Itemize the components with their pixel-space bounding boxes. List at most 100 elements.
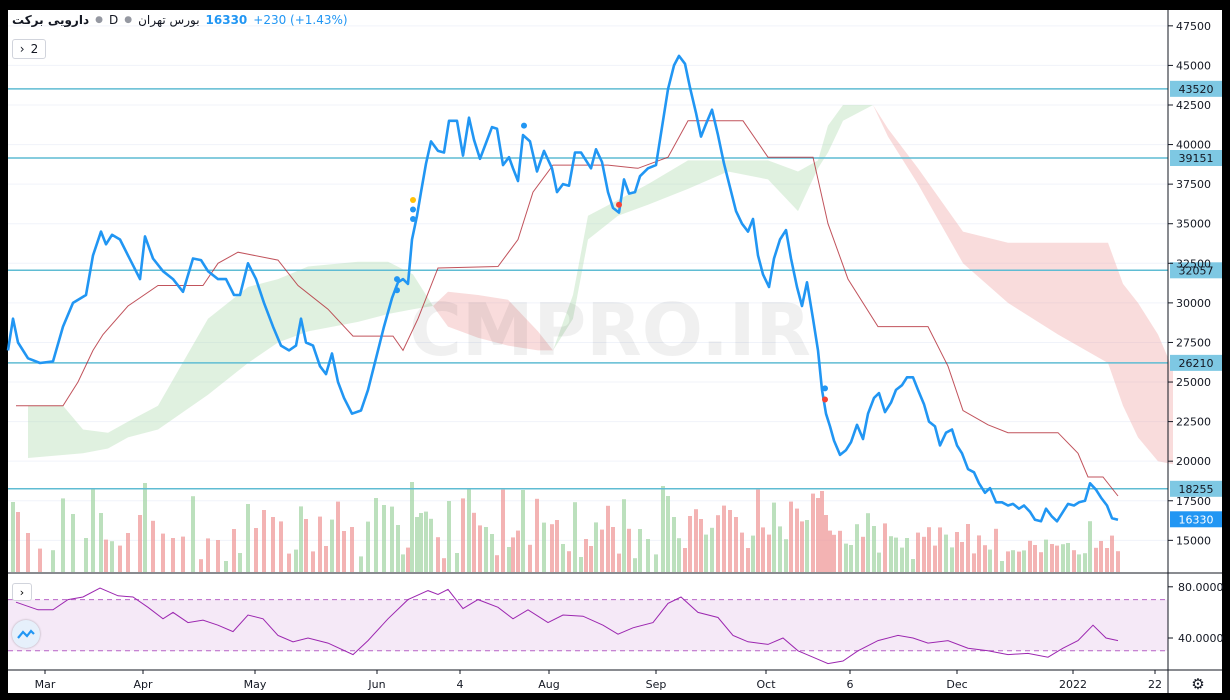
time-axis-tick-label: May	[244, 678, 267, 691]
level-price-tag	[1170, 480, 1222, 497]
level-price-tag	[1170, 354, 1222, 371]
time-axis-tick-label: Dec	[946, 678, 967, 691]
volume-bar	[382, 505, 386, 572]
volume-bar	[478, 525, 482, 572]
volume-bar	[71, 514, 75, 572]
volume-bar	[1055, 545, 1059, 572]
volume-bar	[415, 517, 419, 572]
volume-bar	[905, 538, 909, 572]
volume-bar	[206, 538, 210, 572]
signal-dot	[394, 276, 400, 283]
price-axis-tick-label: 27500	[1176, 336, 1211, 349]
symbol-name[interactable]: دارویی برکت	[12, 13, 90, 27]
volume-bar	[84, 538, 88, 572]
volume-bar	[855, 524, 859, 572]
volume-bar	[419, 513, 423, 572]
volume-bar	[638, 529, 642, 572]
volume-bar	[447, 501, 451, 572]
volume-bar	[622, 499, 626, 572]
tradingview-logo-icon[interactable]	[12, 620, 40, 648]
volume-bar	[938, 527, 942, 572]
volume-bar	[304, 519, 308, 572]
volume-bar	[894, 537, 898, 572]
volume-bar	[271, 517, 275, 572]
volume-bar	[51, 550, 55, 572]
signal-dot	[822, 385, 828, 392]
volume-bar	[104, 539, 108, 572]
volume-bar	[262, 510, 266, 572]
signal-dot	[616, 201, 622, 208]
price-axis-tick-label: 42500	[1176, 99, 1211, 112]
volume-bar	[617, 553, 621, 572]
volume-bar	[410, 482, 414, 572]
volume-bar	[1099, 541, 1103, 572]
volume-bar	[866, 513, 870, 572]
price-axis-tick-label: 30000	[1176, 297, 1211, 310]
price-axis-tick-label: 35000	[1176, 218, 1211, 231]
volume-bar	[784, 539, 788, 572]
volume-bar	[461, 498, 465, 572]
volume-bar	[279, 521, 283, 572]
level-price-label: 43520	[1179, 83, 1214, 96]
ichimoku-cloud-bearish	[873, 105, 1173, 465]
volume-bar	[654, 554, 658, 572]
volume-bar	[490, 534, 494, 572]
volume-bar	[1088, 521, 1092, 572]
rsi-axis-tick-label: 80.0000	[1178, 581, 1224, 594]
interval[interactable]: D	[108, 13, 119, 27]
volume-bar	[138, 515, 142, 572]
rsi-collapse-button[interactable]: ›	[12, 583, 32, 601]
price-axis-tick-label: 47500	[1176, 20, 1211, 33]
gear-icon[interactable]: ⚙	[1191, 675, 1205, 693]
volume-bar	[740, 532, 744, 572]
signal-dot	[822, 396, 828, 403]
time-axis-tick-label: Sep	[646, 678, 667, 691]
volume-bar	[191, 496, 195, 572]
volume-bar	[1105, 548, 1109, 572]
volume-bar	[849, 545, 853, 572]
volume-bar	[467, 488, 471, 572]
volume-bar	[994, 528, 998, 572]
level-price-tag	[1170, 80, 1222, 97]
price-axis-tick-label: 37500	[1176, 178, 1211, 191]
volume-bar	[287, 553, 291, 572]
level-price-label: 39151	[1179, 152, 1214, 165]
ichimoku-cloud-bearish	[433, 291, 553, 351]
volume-bar	[710, 527, 714, 572]
volume-bar	[311, 551, 315, 572]
volume-bar	[1083, 553, 1087, 572]
volume-bar	[734, 517, 738, 572]
level-price-label: 26210	[1179, 357, 1214, 370]
chevron-right-icon: ›	[19, 42, 25, 56]
time-axis-tick-label: Aug	[538, 678, 559, 691]
volume-bar	[646, 539, 650, 572]
price-line[interactable]	[6, 54, 1119, 523]
time-axis-tick-label: Oct	[756, 678, 776, 691]
volume-bar	[633, 558, 637, 572]
volume-bar	[889, 536, 893, 572]
volume-bar	[299, 506, 303, 572]
volume-bar	[401, 554, 405, 572]
last-price-tag	[1170, 511, 1222, 528]
volume-bar	[666, 496, 670, 572]
volume-bar	[988, 549, 992, 572]
volume-bar	[1028, 540, 1032, 572]
volume-bar	[966, 524, 970, 572]
indicators-collapse-button[interactable]: › 2	[12, 39, 46, 59]
volume-bar	[584, 539, 588, 572]
volume-bar	[805, 520, 809, 572]
time-axis-tick-label: Mar	[35, 678, 56, 691]
volume-bar	[224, 561, 228, 572]
indicator-count: 2	[30, 42, 39, 56]
rsi-axis-tick-label: 40.0000	[1178, 632, 1224, 645]
volume-bar	[944, 534, 948, 572]
volume-bar	[950, 547, 954, 572]
volume-bar	[507, 547, 511, 572]
volume-bar	[118, 545, 122, 572]
volume-bar	[955, 532, 959, 572]
volume-bar	[838, 530, 842, 572]
volume-bar	[1066, 543, 1070, 572]
volume-bar	[550, 524, 554, 572]
volume-bar	[746, 548, 750, 572]
